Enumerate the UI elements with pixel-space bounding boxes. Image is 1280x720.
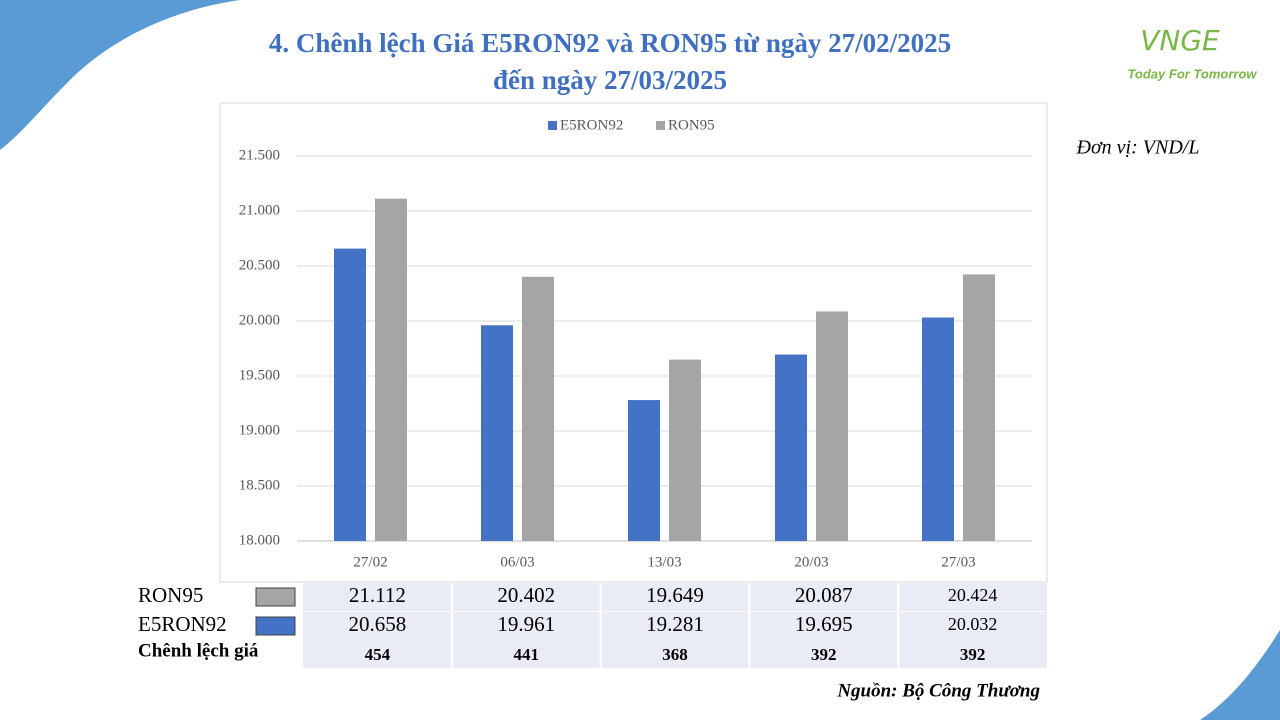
table-cell: 20.032	[948, 614, 998, 634]
table-cell: 20.402	[497, 583, 555, 607]
table-row	[303, 640, 1047, 668]
source: Nguồn: Bộ Công Thương	[836, 680, 1040, 701]
bar	[334, 248, 366, 541]
logo-mark: VNGE	[1140, 24, 1220, 57]
table-cell: 20.087	[795, 583, 853, 607]
table-cell: 441	[513, 645, 539, 664]
x-tick-label: 20/03	[794, 554, 828, 570]
legend-swatch	[656, 121, 665, 130]
corner-decoration	[1200, 630, 1280, 720]
y-tick-label: 20.000	[239, 312, 280, 328]
bar	[775, 354, 807, 541]
logo-slogan: Today For Tomorrow	[1127, 66, 1257, 81]
legend-swatch	[548, 121, 557, 130]
bar	[922, 317, 954, 541]
table-cell: 20.658	[349, 612, 407, 636]
x-tick-label: 06/03	[500, 554, 534, 570]
bar	[628, 400, 660, 541]
table-cell: 20.424	[948, 585, 998, 605]
y-tick-label: 20.500	[239, 257, 280, 273]
table-cell: 19.649	[646, 583, 704, 607]
chart-title: 4. Chênh lệch Giá E5RON92 và RON95 từ ng…	[269, 28, 951, 58]
bar	[481, 325, 513, 541]
y-tick-label: 18.000	[239, 532, 280, 548]
x-tick-label: 27/02	[353, 554, 387, 570]
table-swatch	[255, 616, 296, 636]
x-tick-label: 13/03	[647, 554, 681, 570]
table-cell: 454	[365, 645, 391, 664]
table-cell: 19.961	[497, 612, 555, 636]
bar	[375, 198, 407, 541]
table-swatch	[255, 587, 296, 607]
chart-title: đến ngày 27/03/2025	[493, 65, 727, 95]
bar	[816, 311, 848, 541]
table-cell: 392	[811, 645, 837, 664]
table-row-label: Chênh lệch giá	[138, 640, 259, 661]
table-row	[303, 583, 1047, 611]
y-tick-label: 18.500	[239, 477, 280, 493]
table-row-label: E5RON92	[138, 612, 227, 636]
table-cell: 19.281	[646, 612, 704, 636]
x-tick-label: 27/03	[941, 554, 975, 570]
y-tick-label: 19.000	[239, 422, 280, 438]
y-tick-label: 19.500	[239, 367, 280, 383]
table-row	[303, 612, 1047, 640]
legend-label: RON95	[668, 117, 715, 133]
bar	[669, 359, 701, 541]
table-cell: 21.112	[349, 583, 406, 607]
bar	[963, 274, 995, 541]
table-row-label: RON95	[138, 583, 203, 607]
unit-label: Đơn vị: VND/L	[1076, 137, 1200, 159]
corner-decoration	[0, 0, 240, 150]
legend-label: E5RON92	[560, 117, 623, 133]
table-cell: 19.695	[795, 612, 853, 636]
table-cell: 368	[662, 645, 688, 664]
y-tick-label: 21.000	[239, 202, 280, 218]
table-cell: 392	[960, 645, 986, 664]
bar	[522, 276, 554, 541]
y-tick-label: 21.500	[239, 147, 280, 163]
